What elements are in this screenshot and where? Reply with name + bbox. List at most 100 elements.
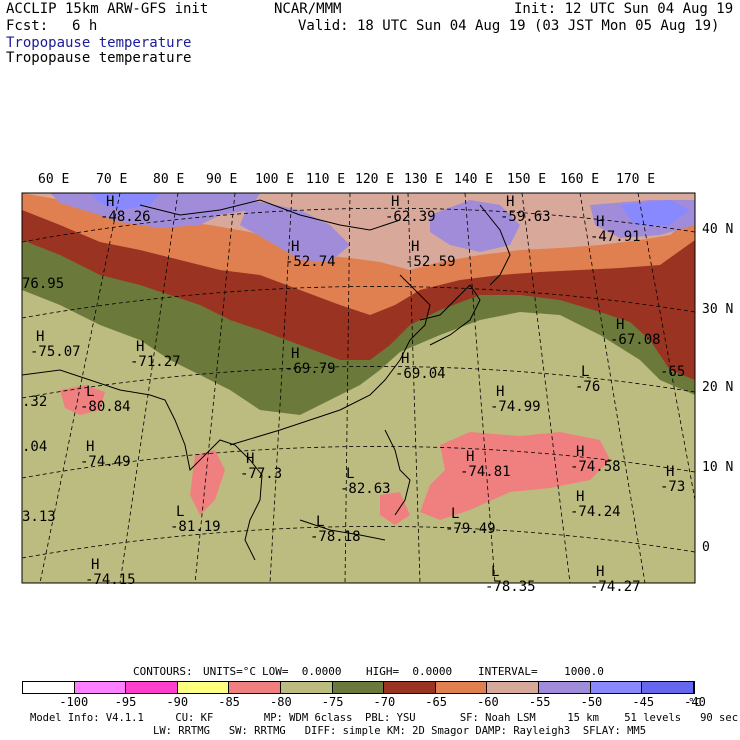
lat-line-10 — [22, 446, 695, 479]
band-minus45-east — [620, 200, 690, 225]
lon-label: 60 E — [38, 172, 70, 187]
lat-label: 10 N — [702, 460, 734, 475]
color-bar-swatch — [642, 682, 694, 693]
extreme-label: L -78.18 — [310, 515, 361, 545]
cold-patch-india — [60, 385, 105, 415]
high-marker: H — [576, 489, 585, 505]
extreme-value: -69.04 — [395, 366, 446, 382]
color-bar-label: -100 — [59, 695, 89, 709]
low-marker: L — [581, 364, 590, 380]
color-bar-label: -85 — [218, 695, 240, 709]
init-time: Init: 12 UTC Sun 04 Aug 19 — [514, 1, 734, 17]
extreme-label: H -52.74 — [285, 240, 336, 270]
extreme-label: 3.13 — [22, 510, 56, 525]
color-bar-label: -75 — [321, 695, 344, 709]
high-marker: H — [136, 339, 145, 355]
extreme-label: H -62.39 — [385, 195, 436, 225]
contours-label: CONTOURS: — [133, 665, 193, 678]
low-marker: L — [86, 384, 95, 400]
lon-label: 130 E — [404, 172, 444, 187]
lon-line-80 — [119, 193, 179, 583]
low-marker: L — [316, 514, 325, 530]
extreme-label: L -81.19 — [170, 505, 221, 535]
extreme-value: -78.35 — [485, 579, 536, 595]
high-marker: H — [596, 564, 605, 580]
high-label: HIGH= 0.0000 — [366, 665, 453, 678]
extreme-value: -79.49 — [445, 521, 496, 537]
color-bar-swatch — [23, 682, 75, 693]
color-bar-label: -95 — [114, 695, 137, 709]
extreme-value: -74.49 — [80, 454, 131, 470]
coast-china — [229, 274, 431, 446]
lon-line-90 — [194, 193, 236, 583]
coast-japan — [419, 284, 481, 346]
lon-label: 170 E — [616, 172, 656, 187]
color-bar-swatch — [229, 682, 282, 693]
fcst-value: 6 h — [72, 18, 98, 34]
lon-label: 110 E — [306, 172, 346, 187]
extreme-label: H -73 — [660, 465, 685, 495]
coastlines — [22, 199, 511, 561]
model-title: ACCLIP 15km ARW-GFS init — [6, 1, 209, 17]
high-marker: H — [411, 239, 420, 255]
extreme-label: H -74.58 — [570, 445, 621, 475]
extreme-value: -75.07 — [30, 344, 81, 360]
high-marker: H — [666, 464, 675, 480]
lat-label: 0 — [702, 540, 710, 555]
extreme-value: -76 — [575, 379, 601, 395]
color-bar-swatch — [590, 682, 643, 693]
extreme-label: H -59.63 — [500, 195, 551, 225]
high-marker: H — [616, 317, 625, 333]
center-label: NCAR/MMM — [274, 1, 342, 17]
color-bar-label: -90 — [166, 695, 189, 709]
extreme-value: -62.39 — [385, 209, 436, 225]
extreme-value: -74.99 — [490, 399, 541, 415]
low-marker: L — [346, 466, 355, 482]
valid-time: Valid: 18 UTC Sun 04 Aug 19 (03 JST Mon … — [298, 18, 720, 34]
extreme-value: .32 — [22, 394, 48, 410]
extreme-label: H -75.07 — [30, 330, 81, 360]
low-marker: L — [451, 506, 460, 522]
extreme-value: -67.08 — [610, 332, 661, 348]
extreme-label: H -48.26 — [100, 195, 151, 225]
extreme-label: H -74.81 — [460, 450, 511, 480]
extreme-label: H -74.49 — [80, 440, 131, 470]
extreme-value: -81.19 — [170, 519, 221, 535]
lon-label: 100 E — [255, 172, 295, 187]
lat-label: 40 N — [702, 222, 734, 237]
extreme-value: -47.91 — [590, 229, 641, 245]
extreme-value: .04 — [22, 439, 48, 455]
shaded-field — [22, 193, 695, 583]
extreme-label: L -79.49 — [445, 507, 496, 537]
field-title-1: Tropopause temperature — [6, 35, 192, 51]
color-bar-label: -65 — [425, 695, 447, 709]
color-bar-swatch — [332, 682, 385, 693]
extreme-value: -65 — [660, 364, 686, 380]
color-bar-swatch — [539, 682, 591, 693]
lat-line-40 — [22, 207, 695, 243]
color-bar-label: -40 — [684, 695, 706, 709]
high-marker: H — [36, 329, 45, 345]
cold-patch-bay — [190, 450, 225, 515]
lon-label: 150 E — [507, 172, 547, 187]
extreme-value: -77.3 — [240, 466, 283, 482]
extreme-value: -78.18 — [310, 529, 361, 545]
extreme-value: -48.26 — [100, 209, 151, 225]
lon-line-100 — [269, 193, 293, 583]
band-minus50-north — [430, 200, 520, 252]
lon-line-70 — [39, 193, 121, 583]
extreme-label: -65 — [660, 365, 685, 380]
color-bar-swatch — [177, 682, 230, 693]
low-marker: L — [491, 564, 500, 580]
extreme-value: -80.84 — [80, 399, 131, 415]
extreme-label: L -80.84 — [80, 385, 131, 415]
color-bar-swatch — [384, 682, 436, 693]
high-marker: H — [506, 194, 515, 210]
extreme-label: H -52.59 — [405, 240, 456, 270]
lon-line-150 — [579, 193, 646, 583]
high-marker: H — [596, 214, 605, 230]
lat-label: 20 N — [702, 380, 734, 395]
extreme-value: -52.59 — [405, 254, 456, 270]
extreme-value: 76.95 — [22, 276, 65, 292]
